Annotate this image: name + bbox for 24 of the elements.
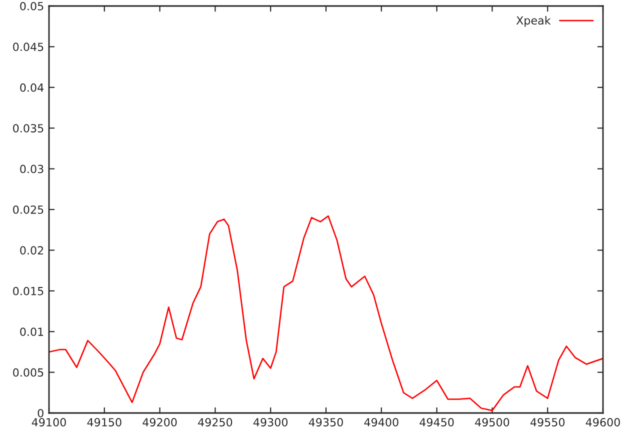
x-tick-label: 49400 <box>364 418 398 426</box>
x-tick-label: 49150 <box>87 418 122 426</box>
y-tick-label: 0.035 <box>13 124 44 132</box>
y-tick-label: 0.02 <box>20 246 44 255</box>
y-tick-label: 0.005 <box>13 368 44 377</box>
x-tick-label: 49450 <box>420 418 454 426</box>
x-tick-label: 49100 <box>32 418 66 426</box>
y-tick-label: 0.03 <box>20 164 44 174</box>
line-series <box>49 215 603 412</box>
x-tick-label: 49200 <box>142 418 177 426</box>
legend-label: Xpeak <box>516 16 551 27</box>
x-tick-label: 49250 <box>198 418 232 426</box>
x-tick-label: 49350 <box>308 418 343 426</box>
y-tick-label: 0.015 <box>13 286 44 296</box>
y-tick-label: 0 <box>38 408 44 418</box>
x-tick-label: 49300 <box>253 418 288 426</box>
y-tick-label: 0.01 <box>20 328 44 336</box>
x-tick-label: 49550 <box>530 418 565 426</box>
y-tick-label: 0.045 <box>13 42 44 52</box>
y-tick-label: 0.025 <box>13 205 44 214</box>
x-tick-label: 49500 <box>475 418 510 426</box>
y-tick-label: 0.05 <box>20 2 44 10</box>
x-tick-label: 49600 <box>586 418 620 426</box>
y-tick-label: 0.04 <box>20 83 44 92</box>
